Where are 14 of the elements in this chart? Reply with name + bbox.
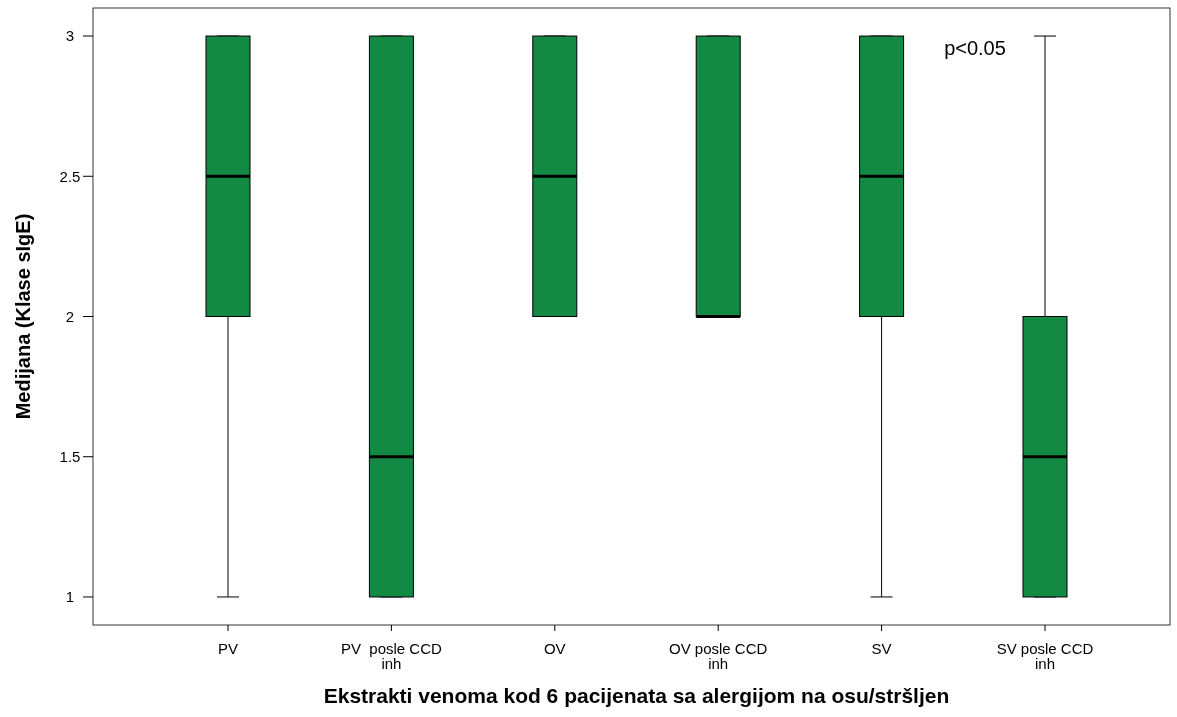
x-tick-label: OV: [543, 640, 566, 657]
annotation: p<0.05: [944, 37, 1006, 59]
y-tick-label: 2: [65, 307, 75, 325]
y-tick-label: 3: [65, 27, 75, 45]
y-tick-label: 2.5: [59, 167, 81, 185]
y-axis-title: Medijana (Klase sIgE): [12, 213, 34, 420]
x-tick-label: PV posle CCD inh: [340, 640, 442, 672]
y-tick-label: 1: [65, 588, 75, 606]
y-tick-label: 1.5: [59, 447, 81, 465]
x-axis-title: Ekstrakti venoma kod 6 pacijenata sa alergijom na osu/stršljen: [323, 684, 950, 707]
x-tick-label: PV: [217, 640, 239, 657]
x-tick-label: SV: [871, 640, 892, 657]
x-tick-label: OV posle CCD inh: [669, 640, 768, 672]
x-tick-label: SV posle CCD inh: [996, 640, 1094, 672]
